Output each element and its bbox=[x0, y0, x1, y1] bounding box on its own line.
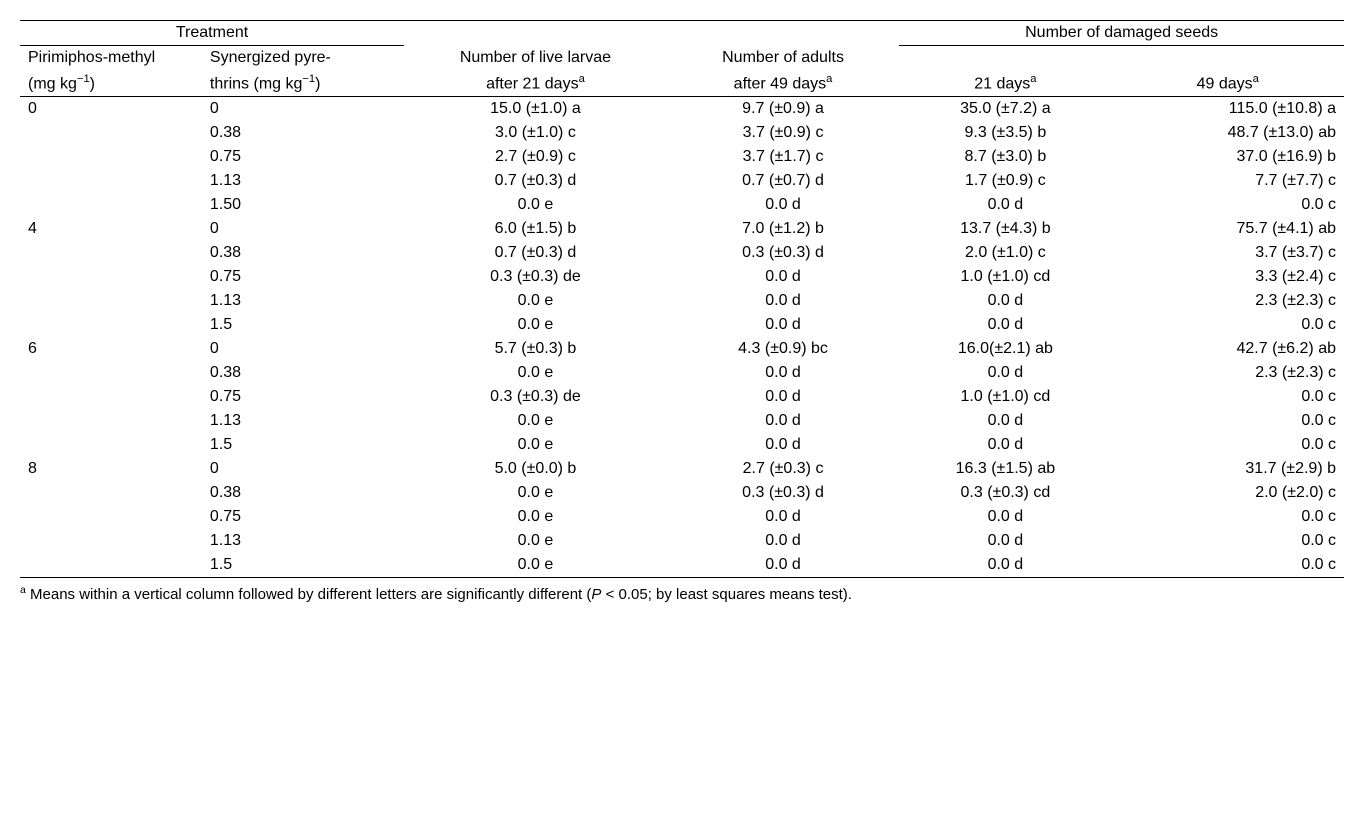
table-row: 1.50.0 e0.0 d0.0 d0.0 c bbox=[20, 553, 1344, 578]
header-damaged-seeds: Number of damaged seeds bbox=[899, 21, 1344, 46]
header-pyrethrins-unit: thrins (mg kg−1) bbox=[202, 70, 404, 97]
table-row: 0.380.7 (±0.3) d0.3 (±0.3) d2.0 (±1.0) c… bbox=[20, 241, 1344, 265]
table-row: 1.50.0 e0.0 d0.0 d0.0 c bbox=[20, 313, 1344, 337]
table-row: 1.130.0 e0.0 d0.0 d0.0 c bbox=[20, 409, 1344, 433]
table-row: 0.752.7 (±0.9) c3.7 (±1.7) c8.7 (±3.0) b… bbox=[20, 145, 1344, 169]
table-row: 1.130.7 (±0.3) d0.7 (±0.7) d1.7 (±0.9) c… bbox=[20, 169, 1344, 193]
table-row: 1.130.0 e0.0 d0.0 d0.0 c bbox=[20, 529, 1344, 553]
table-row: 0.380.0 e0.3 (±0.3) d0.3 (±0.3) cd2.0 (±… bbox=[20, 481, 1344, 505]
header-pirimiphos-unit: (mg kg−1) bbox=[20, 70, 202, 97]
table-row: 1.130.0 e0.0 d0.0 d2.3 (±2.3) c bbox=[20, 289, 1344, 313]
table-footnote: a Means within a vertical column followe… bbox=[20, 578, 1344, 603]
table-row: 0.750.0 e0.0 d0.0 d0.0 c bbox=[20, 505, 1344, 529]
table-row: 0.750.3 (±0.3) de0.0 d1.0 (±1.0) cd0.0 c bbox=[20, 385, 1344, 409]
header-treatment: Treatment bbox=[20, 21, 404, 46]
header-damaged-21: 21 daysa bbox=[899, 70, 1111, 97]
table-row: 1.50.0 e0.0 d0.0 d0.0 c bbox=[20, 433, 1344, 457]
table-row: 0.750.3 (±0.3) de0.0 d1.0 (±1.0) cd3.3 (… bbox=[20, 265, 1344, 289]
table-row: 0.380.0 e0.0 d0.0 d2.3 (±2.3) c bbox=[20, 361, 1344, 385]
header-larvae-days: after 21 daysa bbox=[404, 70, 667, 97]
header-adults: Number of adults bbox=[667, 46, 899, 71]
table-row: 1.500.0 e0.0 d0.0 d0.0 c bbox=[20, 193, 1344, 217]
table-row: 406.0 (±1.5) b7.0 (±1.2) b13.7 (±4.3) b7… bbox=[20, 217, 1344, 241]
header-pyrethrins: Synergized pyre- bbox=[202, 46, 404, 71]
header-larvae: Number of live larvae bbox=[404, 46, 667, 71]
header-adults-days: after 49 daysa bbox=[667, 70, 899, 97]
table-row: 605.7 (±0.3) b4.3 (±0.9) bc16.0(±2.1) ab… bbox=[20, 337, 1344, 361]
table-row: 805.0 (±0.0) b2.7 (±0.3) c16.3 (±1.5) ab… bbox=[20, 457, 1344, 481]
header-damaged-49: 49 daysa bbox=[1112, 70, 1345, 97]
results-table: Treatment Number of damaged seeds Pirimiph… bbox=[20, 20, 1344, 578]
table-row: 0015.0 (±1.0) a9.7 (±0.9) a35.0 (±7.2) a… bbox=[20, 97, 1344, 122]
table-row: 0.383.0 (±1.0) c3.7 (±0.9) c9.3 (±3.5) b… bbox=[20, 121, 1344, 145]
header-pirimiphos: Pirimiphos-methyl bbox=[20, 46, 202, 71]
